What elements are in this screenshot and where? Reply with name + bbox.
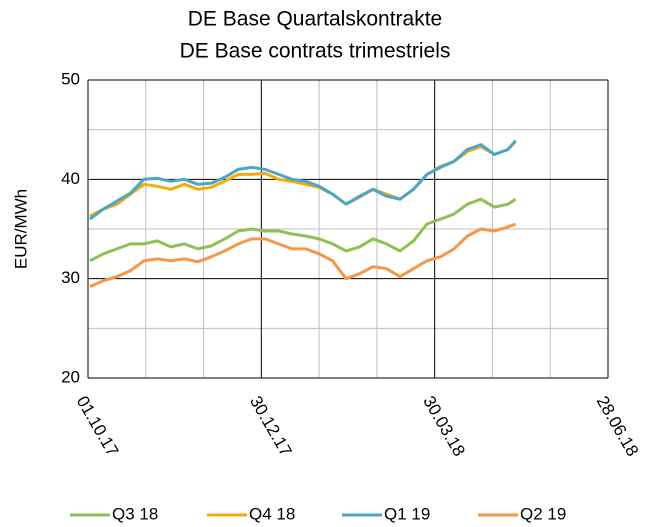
legend-label: Q2 19 [520, 504, 566, 523]
chart-subtitle: DE Base contrats trimestriels [180, 40, 451, 63]
series-line [89, 139, 517, 221]
y-tick-label: 30 [61, 268, 80, 287]
series-line [89, 222, 517, 288]
x-tick-label: 30.12.17 [246, 393, 296, 460]
legend-label: Q1 19 [384, 504, 430, 523]
chart-title: DE Base Quartalskontrakte [188, 8, 442, 31]
y-tick-label: 20 [61, 367, 80, 386]
y-axis-label: EUR/MWh [11, 189, 30, 269]
x-tick-label: 28.06.18 [593, 393, 643, 460]
x-tick-label: 01.10.17 [73, 393, 123, 460]
series-line [89, 197, 517, 263]
legend-label: Q4 18 [249, 504, 295, 523]
x-tick-label: 30.03.18 [419, 393, 469, 460]
y-tick-label: 40 [61, 169, 80, 188]
y-tick-label: 50 [61, 69, 80, 88]
legend-label: Q3 18 [112, 504, 158, 523]
